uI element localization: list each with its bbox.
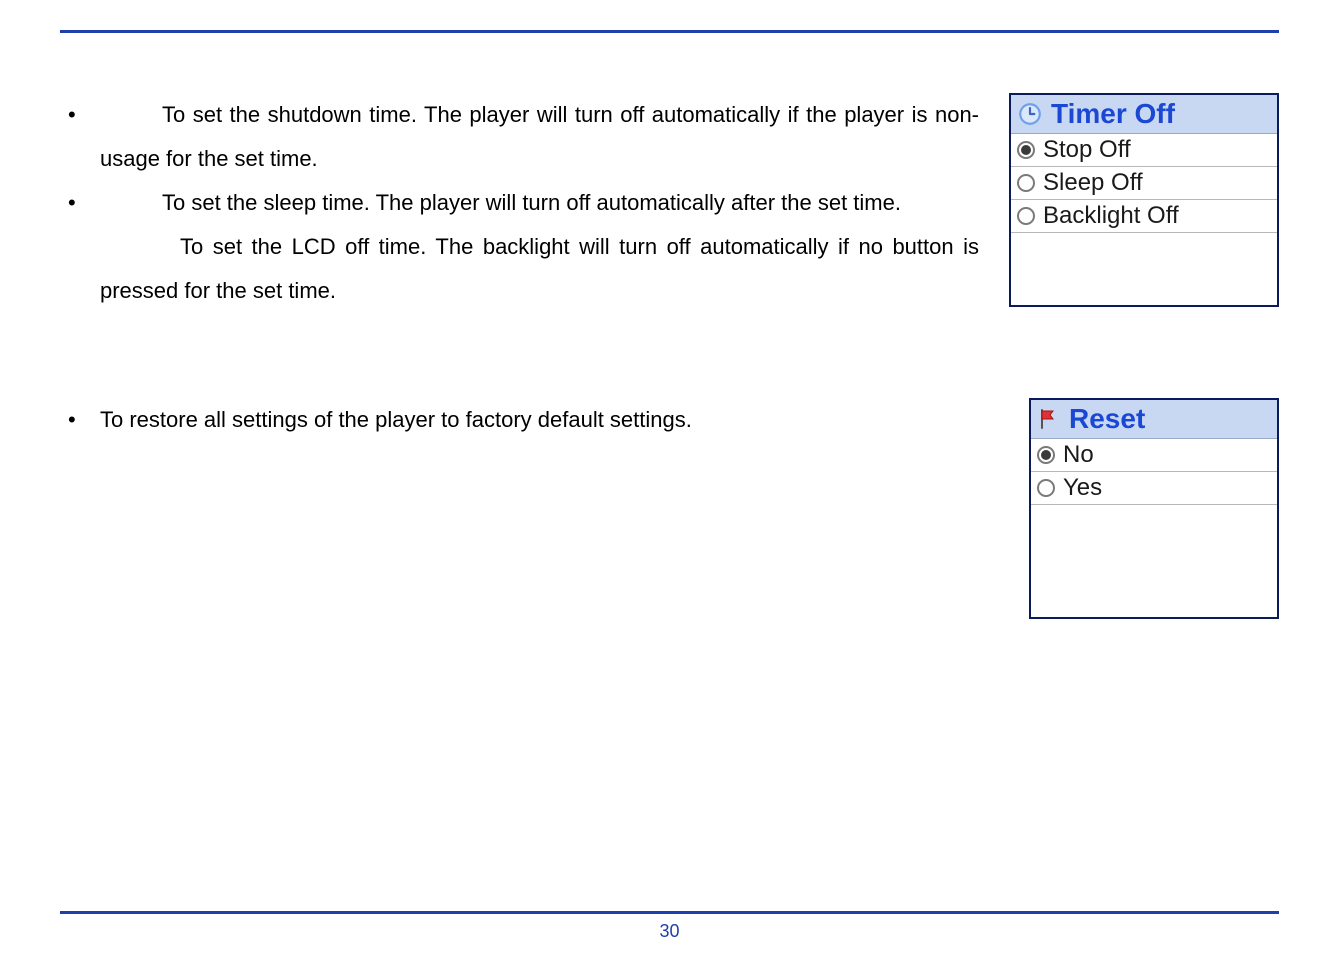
reset-widget: Reset No Yes <box>1029 398 1279 619</box>
widget-title: Reset <box>1069 403 1145 435</box>
option-row-sleep-off[interactable]: Sleep Off <box>1011 167 1277 200</box>
option-row-yes[interactable]: Yes <box>1031 472 1277 505</box>
timer-off-widget: Timer Off Stop Off Sleep Off Backlight O… <box>1009 93 1279 307</box>
option-row-stop-off[interactable]: Stop Off <box>1011 134 1277 167</box>
option-label: Stop Off <box>1043 136 1131 164</box>
radio-icon <box>1037 479 1055 497</box>
trailing-row: To set the LCD off time. The backlight w… <box>60 225 979 313</box>
option-label: Backlight Off <box>1043 202 1179 230</box>
widget-spacer <box>1031 505 1277 617</box>
bullet-text: To set the sleep time. The player will t… <box>100 181 979 225</box>
bullet-row: • To set the sleep time. The player will… <box>60 181 979 225</box>
bullet-dot: • <box>60 398 100 442</box>
bullet-text: To set the shutdown time. The player wil… <box>100 93 979 181</box>
option-label: Yes <box>1063 474 1102 502</box>
radio-icon <box>1017 207 1035 225</box>
bullet-row: • To set the shutdown time. The player w… <box>60 93 979 181</box>
bullet-row: • To restore all settings of the player … <box>60 398 999 442</box>
widget-title: Timer Off <box>1051 98 1175 130</box>
flag-icon <box>1037 407 1061 431</box>
bullet-text: To restore all settings of the player to… <box>100 398 999 442</box>
option-label: Sleep Off <box>1043 169 1143 197</box>
widget-spacer <box>1011 233 1277 305</box>
radio-icon <box>1017 141 1035 159</box>
timer-text-column: • To set the shutdown time. The player w… <box>60 93 979 313</box>
radio-icon <box>1017 174 1035 192</box>
widget-header: Reset <box>1031 400 1277 439</box>
widget-header: Timer Off <box>1011 95 1277 134</box>
bullet-dot: • <box>60 181 100 225</box>
top-rule <box>60 30 1279 33</box>
clock-icon <box>1017 101 1043 127</box>
radio-icon <box>1037 446 1055 464</box>
option-row-no[interactable]: No <box>1031 439 1277 472</box>
option-label: No <box>1063 441 1094 469</box>
reset-text-column: • To restore all settings of the player … <box>60 398 999 442</box>
bullet-dot: • <box>60 93 100 137</box>
bottom-rule <box>60 911 1279 914</box>
page-number: 30 <box>0 921 1339 942</box>
section-reset: • To restore all settings of the player … <box>60 398 1279 619</box>
option-row-backlight-off[interactable]: Backlight Off <box>1011 200 1277 233</box>
trailing-text: To set the LCD off time. The backlight w… <box>100 225 979 313</box>
section-timer: • To set the shutdown time. The player w… <box>60 93 1279 313</box>
